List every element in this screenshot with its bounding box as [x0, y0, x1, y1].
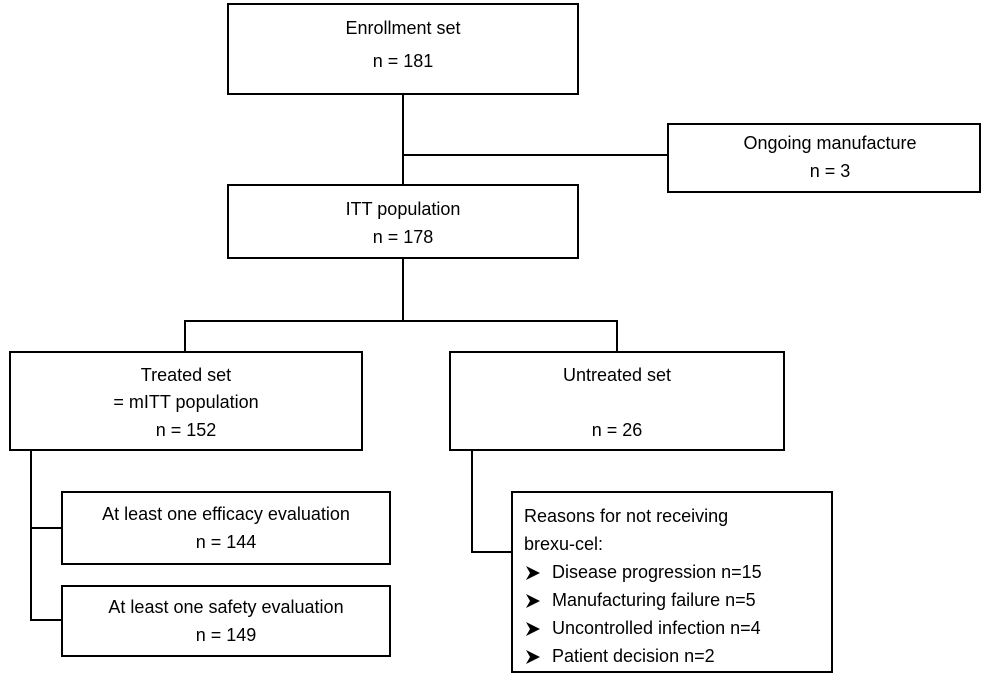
box [227, 184, 579, 259]
bullet-arrow [526, 650, 540, 664]
bullet-text: Patient decision n=2 [552, 646, 715, 666]
node-label: Reasons for not receiving [524, 506, 728, 526]
box [511, 491, 833, 673]
node-count: n = 152 [156, 420, 217, 440]
node-count: n = 181 [373, 51, 434, 71]
node-count: n = 149 [196, 625, 257, 645]
box [9, 351, 363, 451]
node-count: n = 3 [810, 161, 851, 181]
box [61, 585, 391, 657]
bullet-arrow [526, 594, 540, 608]
bullet-arrow [526, 566, 540, 580]
bullet-text: Disease progression n=15 [552, 562, 762, 582]
bullet-text: Manufacturing failure n=5 [552, 590, 756, 610]
node-count: n = 178 [373, 227, 434, 247]
box [667, 123, 981, 193]
box [449, 351, 785, 451]
node-count: n = 144 [196, 532, 257, 552]
node-label: Ongoing manufacture [743, 133, 916, 153]
bullet-text: Uncontrolled infection n=4 [552, 618, 761, 638]
node-label: ITT population [346, 199, 461, 219]
bullet-arrow [526, 622, 540, 636]
box [61, 491, 391, 565]
box [227, 3, 579, 95]
node-label: At least one safety evaluation [108, 597, 343, 617]
node-label: = mITT population [113, 392, 258, 412]
node-label: Enrollment set [345, 18, 460, 38]
node-label: Untreated set [563, 365, 671, 385]
node-count: n = 26 [592, 420, 643, 440]
bullet-list: Disease progression n=15 Manufacturing fa… [526, 562, 762, 666]
node-label: Treated set [141, 365, 231, 385]
node-label: brexu-cel: [524, 534, 603, 554]
node-label: At least one efficacy evaluation [102, 504, 350, 524]
